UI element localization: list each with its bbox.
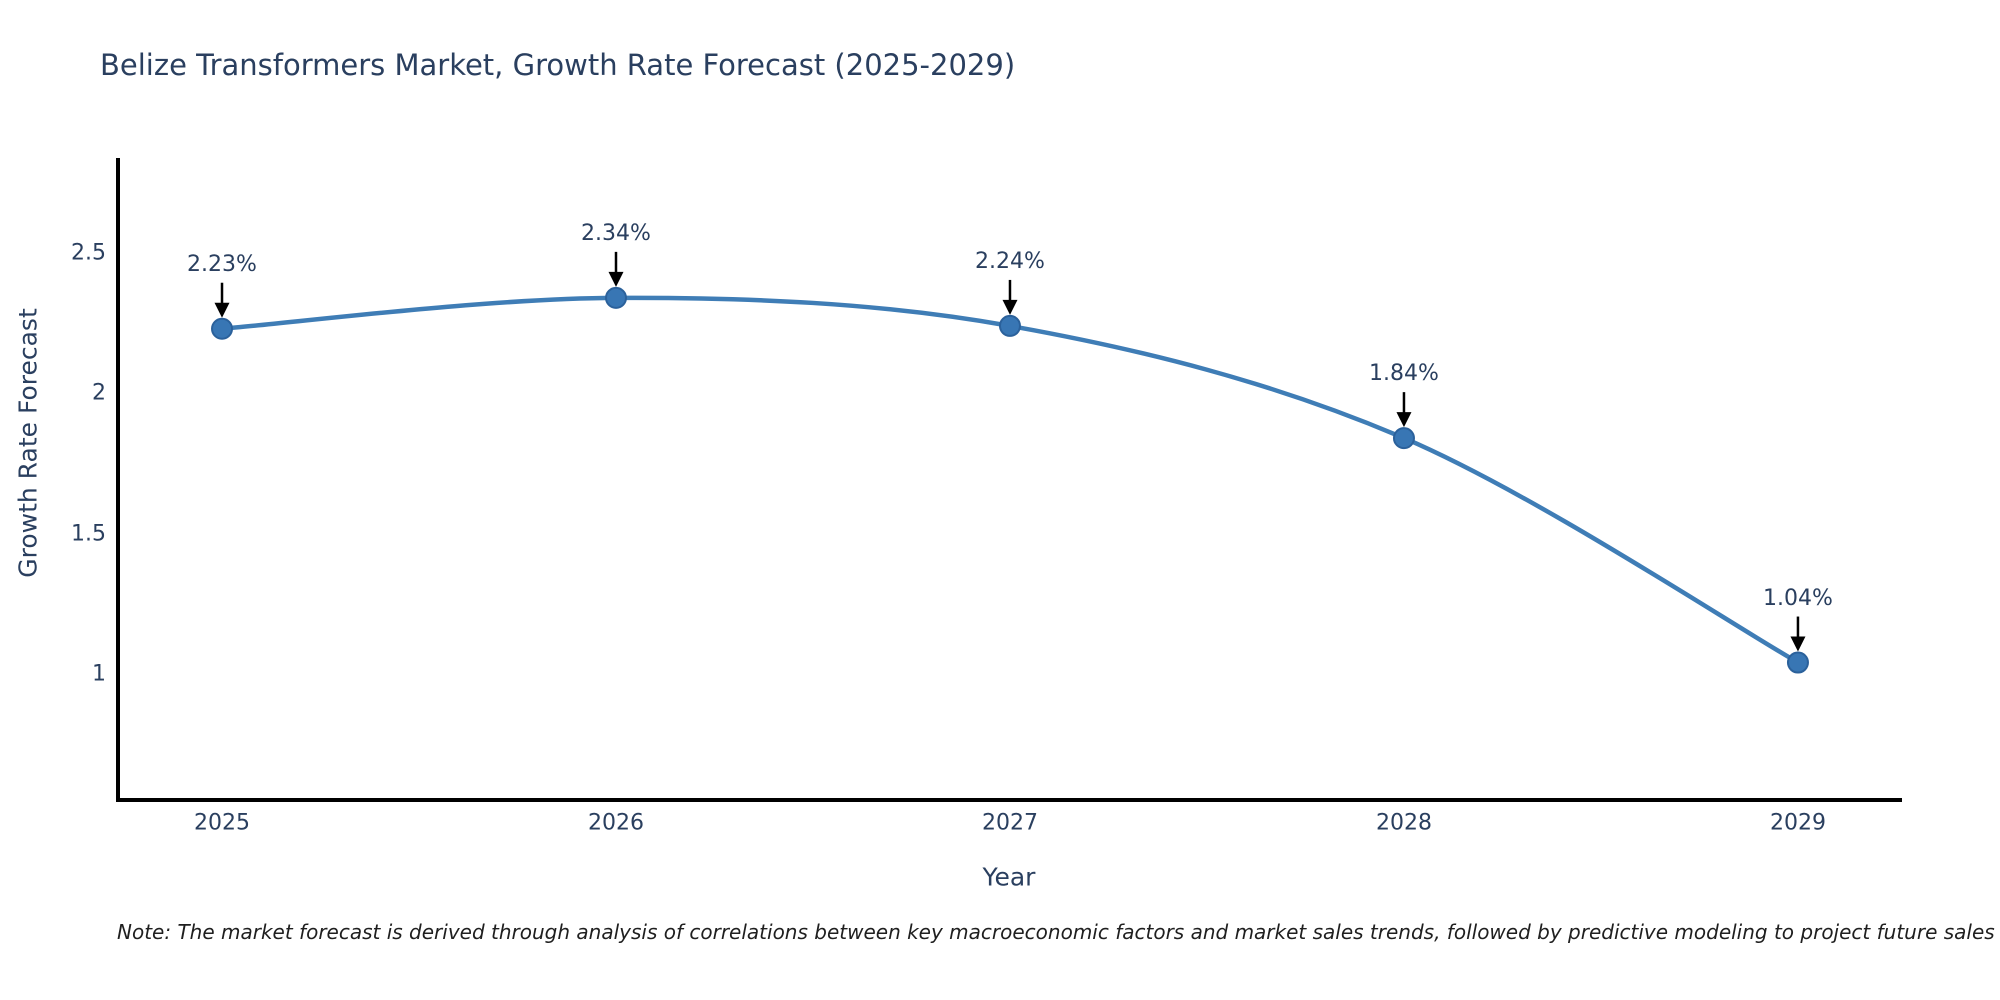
data-point-marker — [1786, 651, 1809, 674]
x-tick-label: 2025 — [194, 810, 250, 836]
data-point-marker — [1392, 427, 1415, 450]
y-tick-label: 2 — [92, 380, 106, 406]
data-point-marker — [604, 286, 627, 309]
annotation-label: 1.04% — [1763, 585, 1833, 611]
y-tick-label: 2.5 — [71, 240, 106, 266]
annotation-arrowhead — [214, 302, 230, 318]
annotation-label: 2.23% — [187, 251, 257, 277]
annotation-arrowhead — [1396, 412, 1412, 428]
y-tick-label: 1.5 — [71, 521, 106, 546]
annotation-label: 1.84% — [1369, 361, 1439, 387]
x-axis-title: Year — [982, 862, 1036, 892]
forecast-line — [219, 295, 1801, 665]
annotation-arrowhead — [1790, 636, 1806, 652]
chart-title: Belize Transformers Market, Growth Rate … — [100, 48, 1016, 82]
annotation-label: 2.24% — [975, 248, 1045, 274]
x-tick-label: 2029 — [1769, 810, 1826, 836]
y-axis-title: Growth Rate Forecast — [13, 308, 43, 578]
x-tick-label: 2026 — [587, 810, 644, 836]
annotation-arrowhead — [608, 271, 624, 287]
axis-lines — [116, 158, 1902, 802]
data-point-marker — [211, 317, 234, 340]
annotation-arrowhead — [1002, 299, 1018, 315]
x-tick-label: 2027 — [981, 810, 1038, 836]
x-tick-label: 2028 — [1375, 810, 1432, 836]
annotation-label: 2.34% — [581, 220, 651, 246]
chart-footnote: Note: The market forecast is derived thr… — [117, 920, 1995, 944]
y-tick-label: 1 — [92, 661, 106, 687]
data-point-marker — [998, 314, 1021, 337]
